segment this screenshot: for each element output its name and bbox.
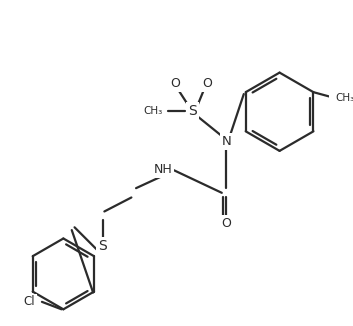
Text: CH₃: CH₃: [336, 93, 353, 103]
Text: Cl: Cl: [24, 295, 35, 308]
Text: CH₃: CH₃: [144, 106, 163, 116]
Text: NH: NH: [154, 163, 173, 176]
Text: S: S: [98, 239, 107, 253]
Text: O: O: [202, 77, 212, 90]
Text: O: O: [222, 217, 231, 230]
Text: N: N: [222, 135, 231, 148]
Text: S: S: [189, 104, 197, 118]
Text: O: O: [170, 77, 180, 90]
